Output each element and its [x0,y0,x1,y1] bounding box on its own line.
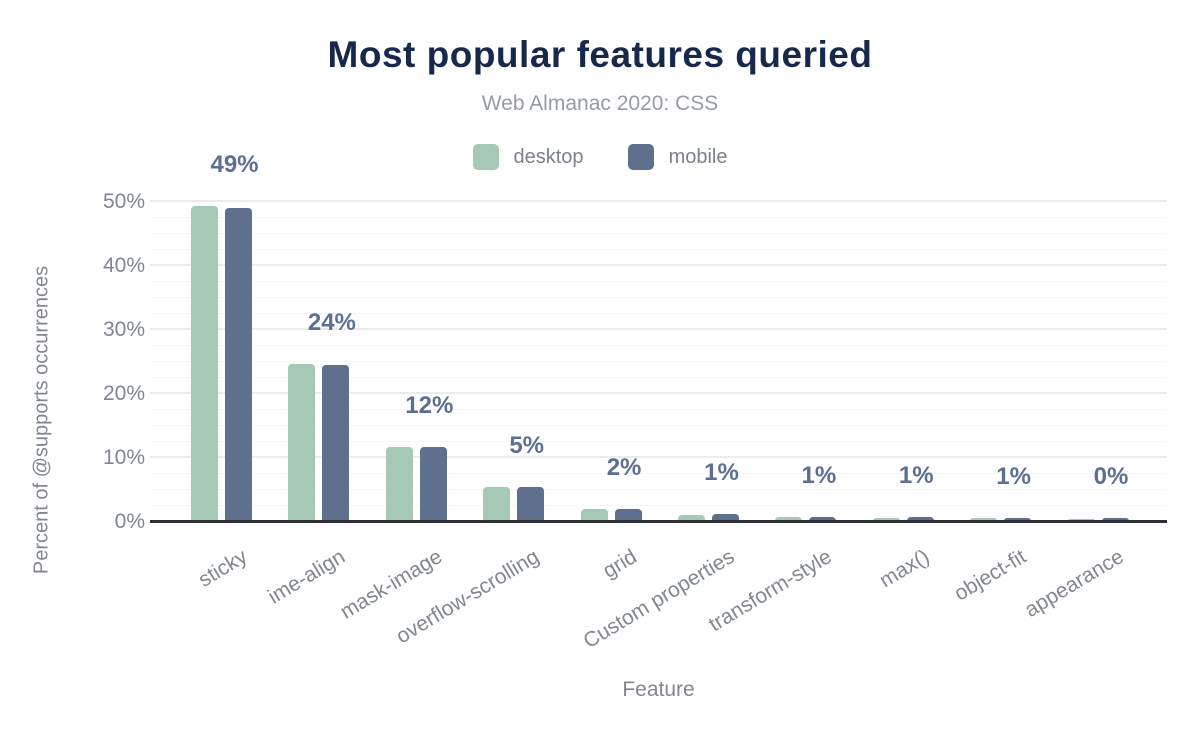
bar-desktop-max- [872,518,900,521]
value-label-ime-align: 24% [307,308,356,336]
legend-swatch-mobile-icon [627,144,654,170]
major-gridline [150,392,1167,394]
minor-gridline [150,409,1167,410]
minor-gridline [150,441,1167,442]
bar-desktop-object-fit [970,518,998,521]
legend-item-desktop: desktop [472,144,584,170]
value-label-object-fit: 1% [996,462,1031,490]
minor-gridline [150,425,1167,426]
value-label-appearance: 0% [1093,463,1129,491]
major-gridline [150,200,1167,202]
x-axis-title: Feature [622,678,695,701]
minor-gridline [150,217,1167,218]
minor-gridline [150,377,1167,378]
legend-swatch-desktop-icon [472,144,499,170]
chart-title: Most popular features queried [327,34,873,75]
bar-mobile-appearance [1101,518,1129,521]
minor-gridline [150,473,1167,474]
bar-mobile-sticky [225,208,252,521]
x-axis-line [150,520,1167,523]
x-tick-label-sticky: sticky [194,545,252,592]
x-tick-label-max-: max() [875,545,934,593]
major-gridline [150,456,1167,458]
bar-desktop-mask-image [385,446,413,521]
x-tick-label-grid: grid [599,545,641,583]
minor-gridline [150,345,1167,346]
bar-desktop-transform-style [775,516,803,521]
bar-desktop-overflow-scrolling [483,487,511,521]
bar-mobile-ime-align [322,365,350,521]
bar-mobile-transform-style [809,516,837,521]
bar-mobile-overflow-scrolling [517,487,545,521]
legend-label-mobile: mobile [668,145,728,168]
bar-mobile-grid [614,508,642,521]
bar-mobile-max- [906,517,934,521]
y-tick-label: 30% [102,318,145,341]
bar-desktop-custom-properties [677,514,705,521]
bar-mobile-mask-image [419,446,447,521]
chart-subtitle: Web Almanac 2020: CSS [481,92,719,115]
bar-desktop-sticky [191,206,218,521]
legend-item-mobile: mobile [627,144,728,170]
minor-gridline [150,505,1167,506]
x-tick-label-object-fit: object-fit [950,545,1031,606]
bar-desktop-grid [580,509,608,521]
minor-gridline [150,361,1167,362]
minor-gridline [150,313,1167,314]
legend-label-desktop: desktop [513,145,584,168]
legend: desktop mobile [0,143,1200,171]
value-label-sticky: 49% [210,151,259,179]
major-gridline [150,328,1167,330]
major-gridline [150,264,1167,266]
y-tick-label: 20% [102,382,145,405]
value-label-grid: 2% [606,453,642,481]
bar-mobile-custom-properties [711,513,739,521]
minor-gridline [150,281,1167,282]
value-label-overflow-scrolling: 5% [509,432,544,460]
x-tick-label-appearance: appearance [1020,545,1128,622]
y-tick-label: 10% [102,446,145,469]
bar-mobile-object-fit [1004,517,1032,521]
value-label-custom-properties: 1% [704,458,739,486]
value-label-mask-image: 12% [405,391,454,419]
x-tick-label-ime-align: ime-align [263,545,349,609]
y-axis-title: Percent of @supports occurrences [30,265,53,575]
bar-desktop-ime-align [288,363,316,521]
y-tick-label: 0% [114,510,145,533]
minor-gridline [150,489,1167,490]
value-label-transform-style: 1% [801,461,837,489]
minor-gridline [150,249,1167,250]
value-label-max-: 1% [898,462,934,490]
y-tick-label: 40% [102,254,145,277]
minor-gridline [150,233,1167,234]
y-tick-label: 50% [102,190,145,213]
minor-gridline [150,297,1167,298]
